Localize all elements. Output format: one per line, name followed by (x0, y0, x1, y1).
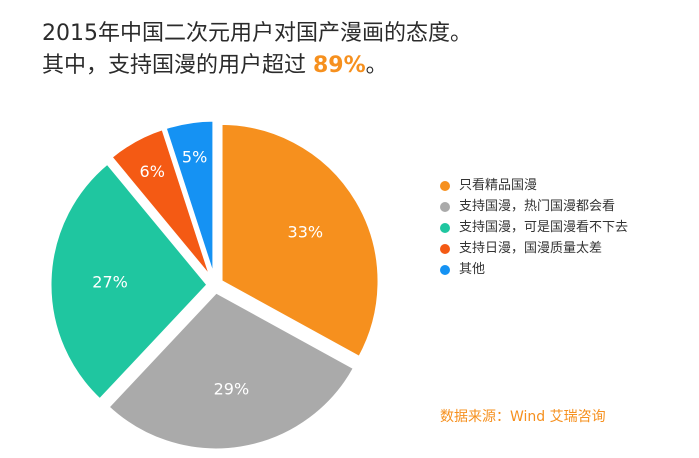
legend-label: 只看精品国漫 (459, 177, 538, 193)
legend-swatch (440, 264, 450, 275)
slice-label-3: 27% (92, 273, 128, 292)
title-line-2-suffix: 。 (365, 53, 388, 78)
title-line-2-prefix: 其中，支持国漫的用户超过 (42, 53, 313, 78)
pie-slice-1 (219, 121, 381, 360)
legend-item: 支持国漫，热门国漫都会看 (440, 196, 628, 217)
pie-slice-3 (48, 160, 211, 403)
legend-swatch (440, 222, 450, 233)
slice-label-5: 5% (182, 147, 207, 166)
legend-swatch (440, 243, 450, 254)
chart-title: 2015年中国二次元用户对国产漫画的态度。 其中，支持国漫的用户超过 89%。 (42, 18, 472, 82)
title-highlight-value: 89% (313, 53, 366, 78)
slice-label-2: 29% (214, 380, 250, 399)
data-source: 数据来源：Wind 艾瑞咨询 (440, 409, 606, 425)
legend-item: 其他 (440, 259, 628, 280)
legend-label: 支持国漫，热门国漫都会看 (459, 198, 616, 214)
legend-item: 支持国漫，可是国漫看不下去 (440, 217, 628, 238)
pie-slice-5 (163, 118, 216, 279)
pie-slice-4 (108, 126, 214, 280)
legend-item: 只看精品国漫 (440, 175, 628, 196)
pie-slice-2 (105, 290, 357, 452)
legend-label: 其他 (459, 261, 486, 277)
slice-label-1: 33% (288, 223, 324, 242)
title-line-2: 其中，支持国漫的用户超过 89%。 (42, 50, 472, 82)
legend-label: 支持国漫，可是国漫看不下去 (459, 219, 629, 235)
title-line-1: 2015年中国二次元用户对国产漫画的态度。 (42, 21, 472, 46)
legend-label: 支持日漫，国漫质量太差 (459, 240, 603, 256)
slice-label-4: 6% (140, 162, 165, 181)
legend-swatch (440, 180, 450, 191)
legend-item: 支持日漫，国漫质量太差 (440, 238, 628, 259)
chart-legend: 只看精品国漫支持国漫，热门国漫都会看 支持国漫，可是国漫看不下去 支持日漫，国漫质量… (440, 175, 628, 280)
legend-swatch (440, 201, 450, 212)
